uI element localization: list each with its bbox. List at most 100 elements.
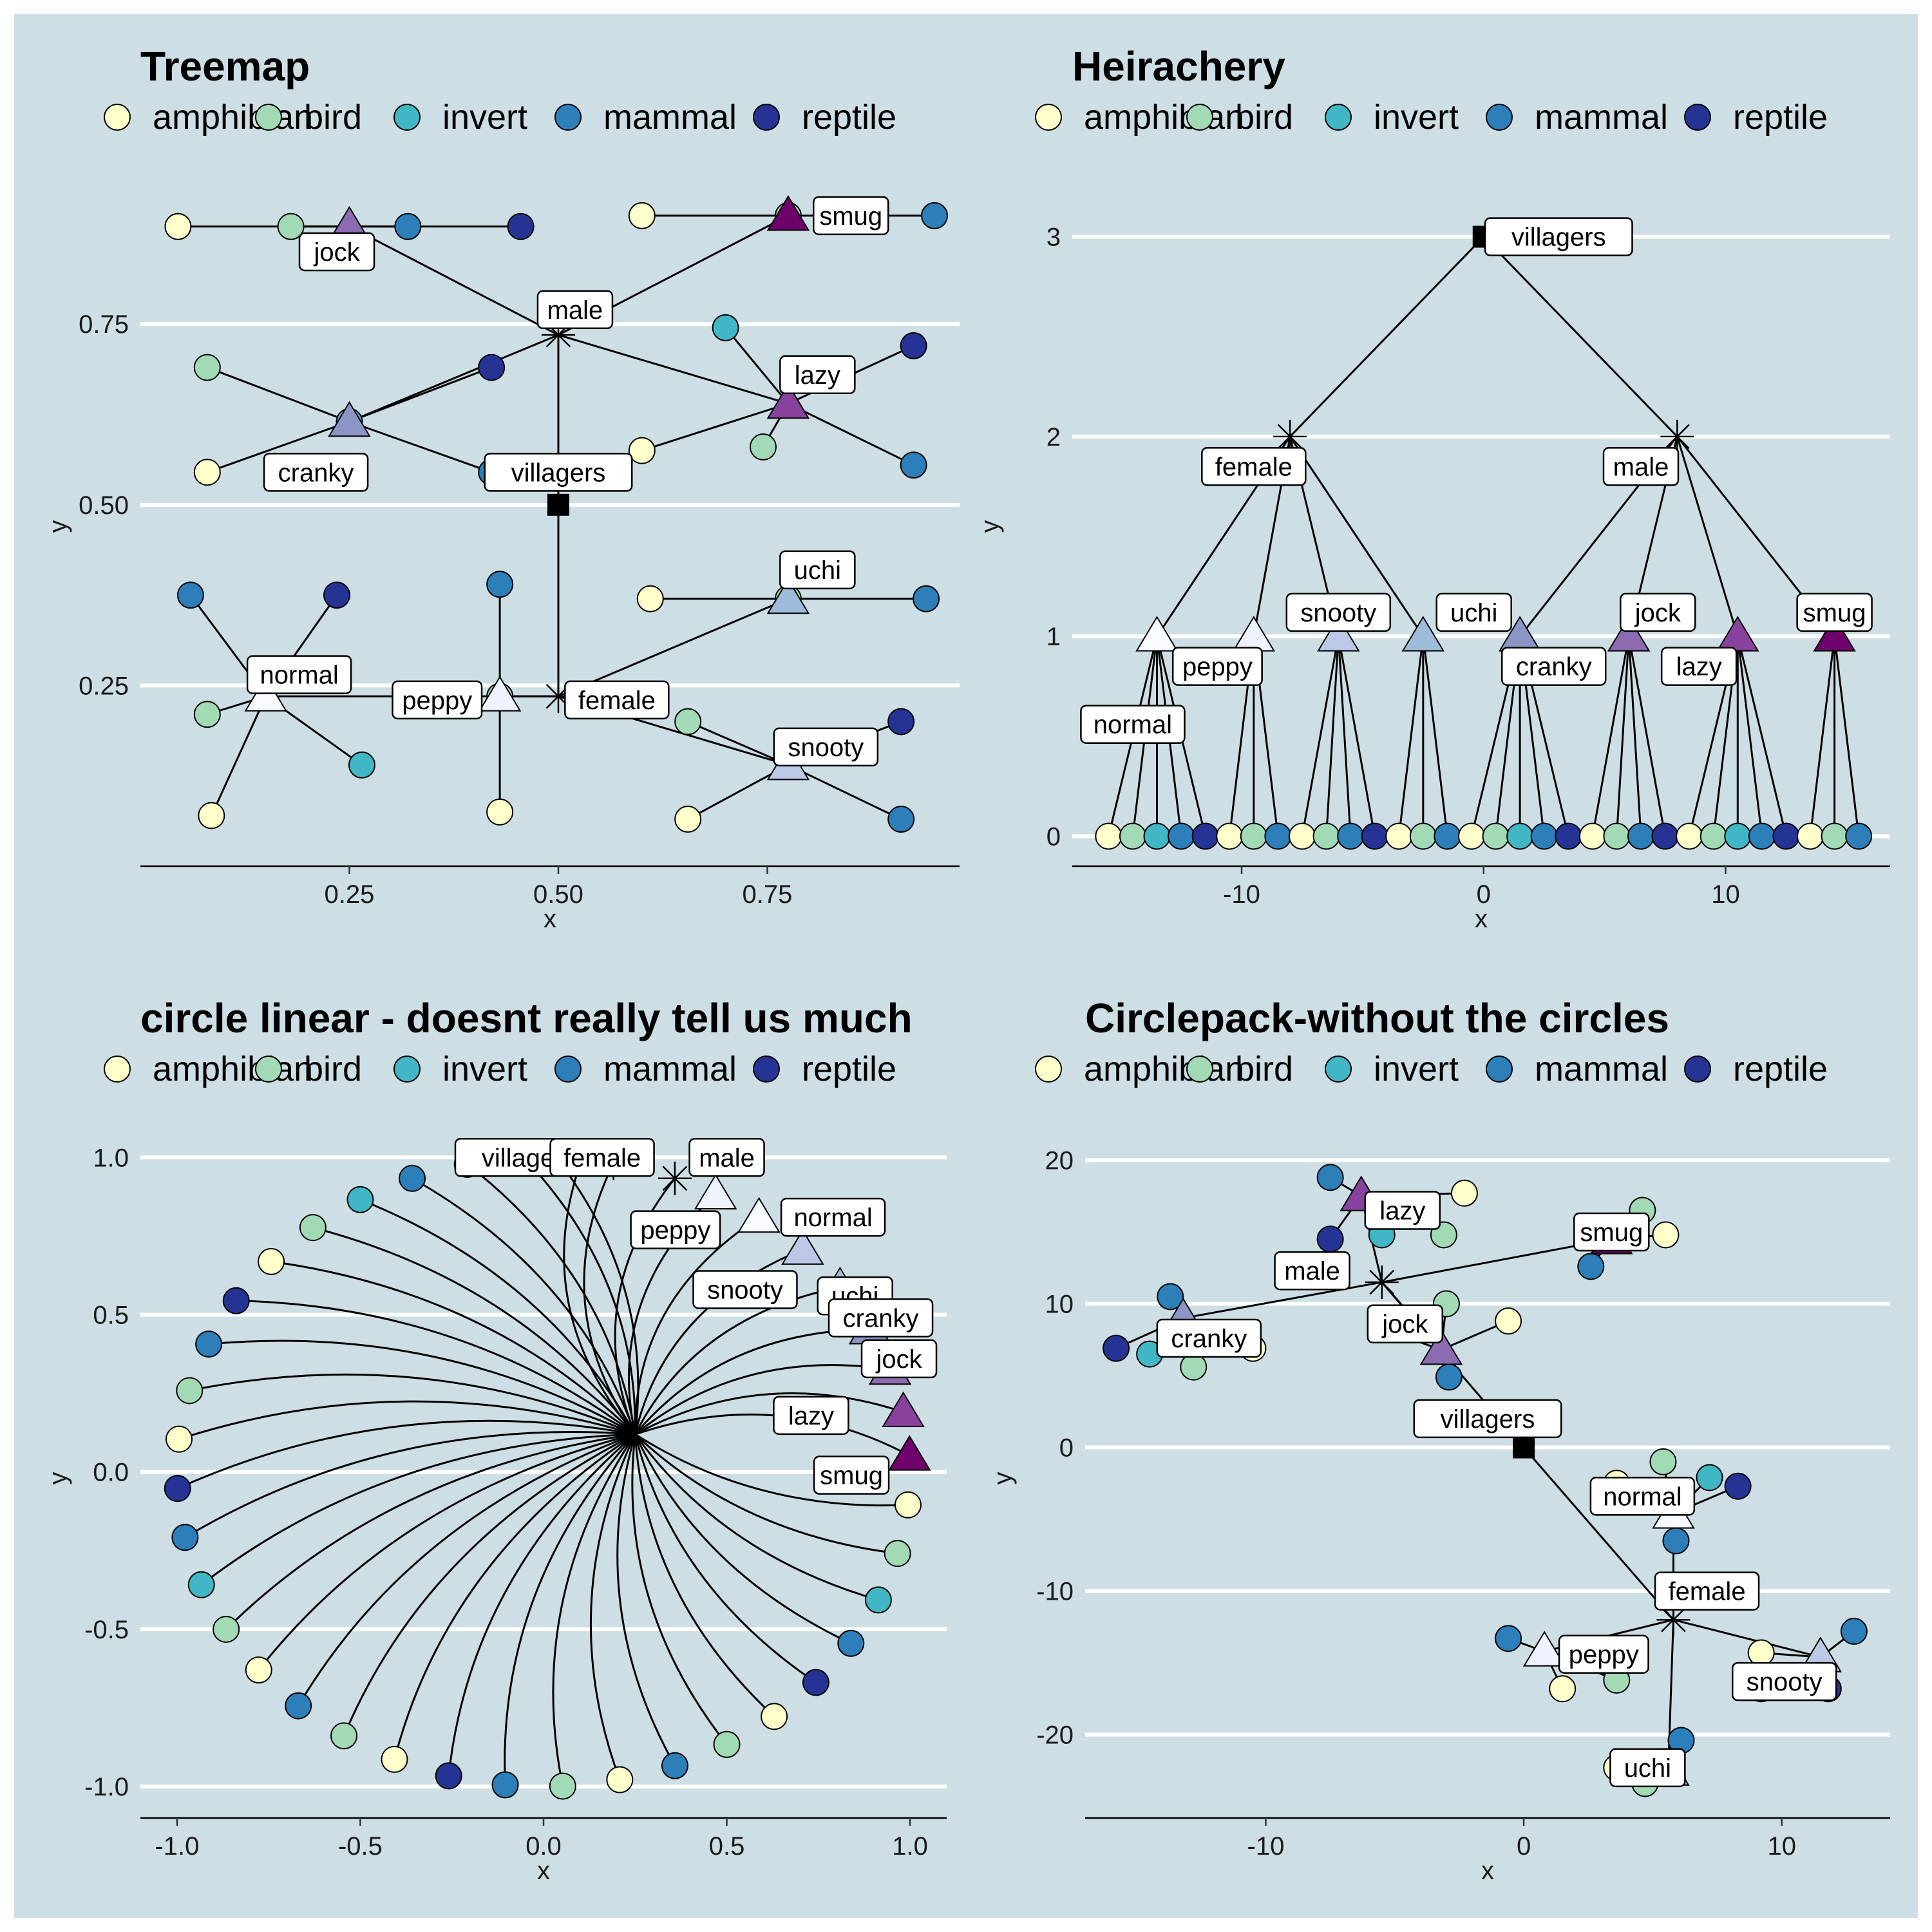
leaf-node-mammal — [661, 1752, 688, 1779]
node-label-lazy: lazy — [779, 355, 856, 395]
personality-node-uchi — [766, 578, 810, 614]
y-tick-label: 2 — [1046, 423, 1061, 451]
leaf-node-invert — [712, 314, 739, 341]
y-tick-label: 0 — [1046, 822, 1061, 851]
y-axis-title: y — [44, 1472, 72, 1485]
personality-node-peppy — [1232, 616, 1276, 652]
leaf-node-bird — [1312, 822, 1340, 850]
svg-text:normal: normal — [1094, 711, 1172, 739]
labels: villagers male female lazy smug cranky jock nor… — [1156, 1191, 1837, 1788]
personality-node-lazy — [1716, 616, 1759, 652]
leaf-node-reptile — [1103, 1334, 1130, 1362]
legend-key-reptile — [1684, 1056, 1711, 1083]
personality-node-peppy — [1522, 1631, 1566, 1667]
edge — [634, 1286, 840, 1435]
node-label-uchi: uchi — [779, 550, 856, 590]
svg-text:peppy: peppy — [1569, 1641, 1639, 1669]
svg-text:uchi: uchi — [794, 556, 841, 585]
leaf-node-mammal — [1157, 1283, 1184, 1311]
node-label-snooty: snooty — [692, 1270, 798, 1309]
leaf-node-amphibian — [1385, 822, 1413, 850]
svg-text:female: female — [564, 1144, 641, 1172]
x-tick-label: 0 — [1477, 880, 1491, 909]
edge — [178, 1400, 636, 1441]
chart-title: Circlepack-without the circles — [1085, 995, 1669, 1041]
legend-label-reptile: reptile — [802, 98, 896, 137]
legend-label-mammal: mammal — [1535, 98, 1668, 137]
leaf-node-amphibian — [894, 1491, 922, 1519]
leaf-node-amphibian — [166, 1425, 193, 1453]
node-label-jock: jock — [1620, 592, 1696, 632]
leaf-node-mammal — [1337, 822, 1365, 850]
edge — [563, 1159, 636, 1435]
leaf-node-bird — [884, 1540, 911, 1567]
leaf-node-reptile — [1316, 1226, 1344, 1253]
svg-text:villagers: villagers — [1441, 1405, 1535, 1434]
x-axis-title: x — [1481, 1857, 1494, 1885]
svg-text:jock: jock — [875, 1345, 922, 1374]
legend-label-bird: bird — [304, 98, 362, 137]
leaf-node-bird — [674, 708, 702, 735]
edge — [524, 1157, 636, 1435]
leaf-node-mammal — [1627, 822, 1654, 850]
leaf-node-mammal — [176, 582, 204, 609]
legend-label-invert: invert — [442, 98, 527, 137]
edge — [348, 421, 492, 473]
edge — [1833, 636, 1860, 837]
leaf-node-amphibian — [486, 798, 514, 826]
y-tick-label: 0.25 — [79, 672, 129, 700]
leaf-node-mammal — [1845, 822, 1873, 850]
edge — [1736, 636, 1763, 837]
legend-key-invert — [1325, 104, 1352, 131]
leaf-node-bird — [549, 1772, 576, 1800]
personality-node-uchi — [1401, 616, 1445, 652]
edge — [393, 1433, 636, 1760]
y-tick-label: 3 — [1046, 223, 1061, 252]
leaf-node-amphibian — [636, 585, 664, 612]
personality-node-normal — [737, 1197, 781, 1233]
edge — [1337, 636, 1376, 837]
node-label-peppy: peppy — [1558, 1634, 1649, 1674]
x-axis-title: x — [537, 1857, 550, 1885]
svg-text:female: female — [578, 687, 656, 715]
edge — [348, 225, 559, 336]
leaf-node-mammal — [921, 202, 949, 229]
legend-label-amphibian: amphibian — [1084, 98, 1244, 137]
leaf-node-amphibian — [628, 202, 656, 229]
svg-text:male: male — [1613, 453, 1669, 481]
node-label-peppy: peppy — [1171, 647, 1263, 686]
y-tick-label: -10 — [1036, 1578, 1074, 1606]
edge — [1591, 636, 1630, 837]
svg-text:male: male — [1284, 1257, 1340, 1285]
legend-key-reptile — [753, 104, 780, 131]
x-tick-label: 0 — [1517, 1832, 1531, 1861]
leaf-node-invert — [1143, 822, 1171, 850]
legend-label-mammal: mammal — [603, 98, 737, 137]
edge — [348, 366, 492, 423]
edge — [312, 1226, 636, 1435]
x-axis-title: x — [544, 905, 556, 933]
leaf-node-bird — [1240, 822, 1267, 850]
legend-key-reptile — [1684, 104, 1711, 131]
edge — [208, 1340, 636, 1435]
node-label-cranky: cranky — [1156, 1318, 1262, 1358]
leaf-node-amphibian — [1676, 822, 1703, 850]
leaf-node-bird — [299, 1214, 327, 1242]
x-tick-label: 0.50 — [533, 880, 583, 909]
x-tick-label: -0.5 — [338, 1832, 383, 1861]
edge — [634, 1364, 891, 1435]
node-label-peppy: peppy — [630, 1210, 721, 1249]
y-tick-label: 0 — [1059, 1434, 1074, 1463]
legend-key-amphibian — [1035, 104, 1062, 131]
leaf-node-amphibian — [198, 802, 225, 829]
personality-node-lazy — [882, 1391, 925, 1428]
svg-text:lazy: lazy — [788, 1402, 834, 1430]
root-node-villagers — [547, 493, 569, 516]
svg-text:smug: smug — [819, 202, 882, 231]
leaf-node-mammal — [1840, 1618, 1868, 1645]
chart-title: Heirachery — [1072, 43, 1285, 90]
node-label-cranky: cranky — [828, 1298, 934, 1338]
edge — [1615, 636, 1630, 837]
edge — [687, 721, 789, 766]
svg-text:lazy: lazy — [1676, 653, 1722, 681]
